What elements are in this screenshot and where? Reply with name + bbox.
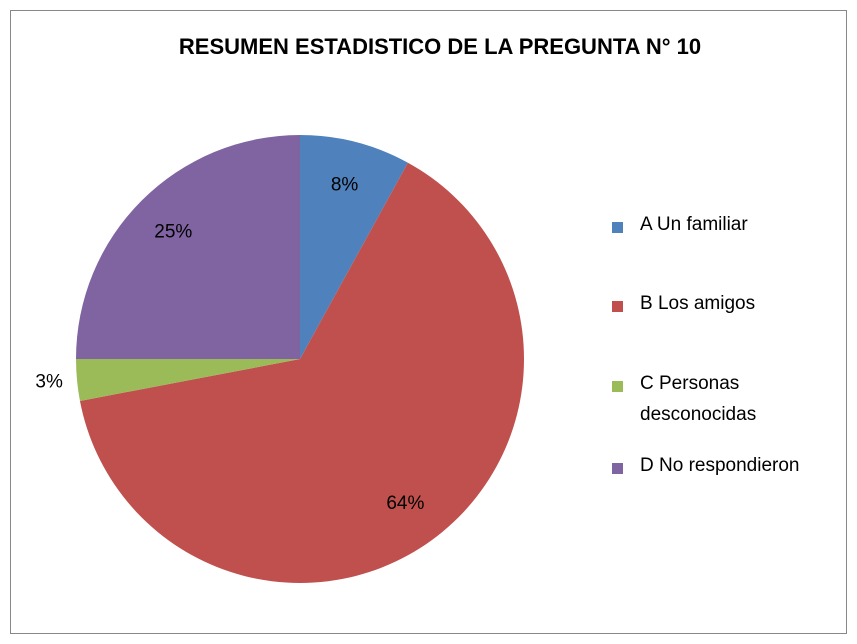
legend-item: B Los amigos [612,293,827,319]
pie-slice [76,359,300,401]
legend-label: B Los amigos [640,293,756,314]
legend-swatch [612,222,623,233]
data-label: 25% [154,221,192,242]
legend-label: A Un familiar [640,214,748,235]
pie-slice [300,135,408,359]
legend-item: C Personas desconocidas [612,373,827,430]
legend-item: D No respondieron [612,455,827,481]
data-label: 3% [35,372,63,393]
legend-swatch [612,463,623,474]
pie-slice [79,162,525,583]
legend-swatch [612,381,623,392]
legend-swatch [612,301,623,312]
legend-label: D No respondieron [640,455,800,476]
legend-label: C Personas desconocidas [640,373,757,425]
pie-slice [76,135,300,359]
chart-title: RESUMEN ESTADISTICO DE LA PREGUNTA N° 10 [179,34,701,59]
data-label: 8% [331,174,359,195]
legend-item: A Un familiar [612,214,827,240]
data-label: 64% [386,493,424,514]
